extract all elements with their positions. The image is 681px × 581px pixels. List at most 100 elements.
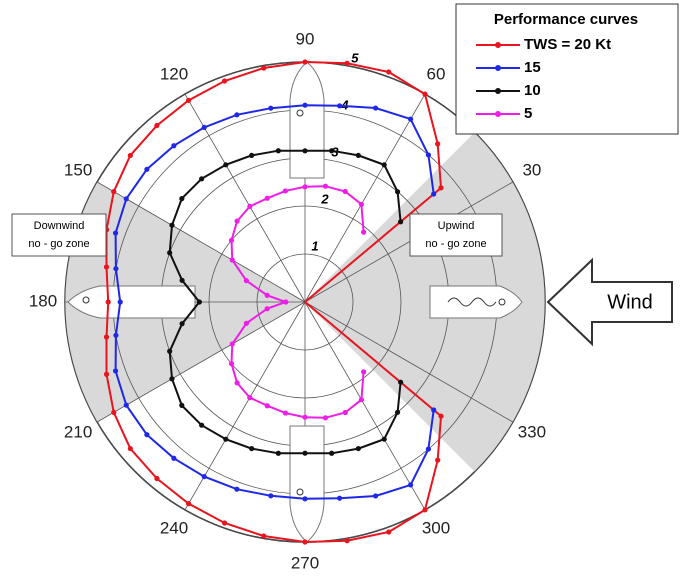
series-point: [408, 116, 413, 121]
series-point: [179, 196, 184, 201]
series-point: [395, 189, 400, 194]
series-point: [186, 98, 191, 103]
series-point: [356, 446, 361, 451]
series-point: [268, 106, 273, 111]
series-point: [199, 176, 204, 181]
boat-right: [430, 286, 522, 318]
series-point: [361, 369, 366, 374]
boat-top: [290, 62, 324, 178]
boat-bottom: [290, 426, 324, 542]
series-point: [124, 403, 129, 408]
series-point: [128, 153, 133, 158]
r-tick-label: 2: [320, 192, 329, 207]
series-point: [111, 189, 116, 194]
series-point: [171, 143, 176, 148]
series-point: [104, 264, 109, 269]
series-point: [408, 482, 413, 487]
r-tick-label: 1: [311, 238, 318, 253]
series-point: [302, 103, 307, 108]
series-point: [438, 185, 443, 190]
series-point: [276, 148, 281, 153]
series-point: [398, 219, 403, 224]
series-point: [169, 376, 174, 381]
series-point: [106, 299, 111, 304]
series-point: [261, 65, 266, 70]
series-point: [197, 299, 202, 304]
theta-tick-label: 240: [160, 518, 188, 537]
series-point: [337, 496, 342, 501]
downwind-note: Downwind no - go zone: [12, 214, 106, 256]
series-point: [124, 196, 129, 201]
series-point: [422, 507, 427, 512]
series-point: [222, 78, 227, 83]
series-point: [234, 112, 239, 117]
series-point: [169, 223, 174, 228]
series-point: [111, 410, 116, 415]
series-point: [359, 397, 364, 402]
series-point: [395, 410, 400, 415]
series-point: [144, 432, 149, 437]
theta-tick-label: 30: [522, 160, 541, 179]
theta-tick-label: 210: [64, 422, 92, 441]
series-point: [154, 476, 159, 481]
series-point: [179, 403, 184, 408]
series-point: [344, 538, 349, 543]
series-point: [329, 451, 334, 456]
series-point: [323, 184, 328, 189]
wind-label: Wind: [607, 291, 653, 313]
theta-tick-label: 90: [296, 29, 315, 48]
theta-tick-label: 300: [422, 518, 450, 537]
boat-left: [68, 286, 195, 318]
series-point: [382, 437, 387, 442]
series-point: [229, 238, 234, 243]
series-point: [435, 141, 440, 146]
theta-tick-label: 60: [427, 65, 446, 84]
legend-title: Performance curves: [494, 11, 638, 28]
series-point: [343, 189, 348, 194]
series-point: [344, 61, 349, 66]
series-point: [235, 219, 240, 224]
series-point: [244, 278, 249, 283]
series-point: [186, 501, 191, 506]
series-point: [247, 204, 252, 209]
series-point: [398, 380, 403, 385]
series-point: [113, 230, 118, 235]
note-text: Downwind: [34, 220, 85, 232]
series-point: [230, 257, 235, 262]
series-point: [337, 103, 342, 108]
series-point: [113, 368, 118, 373]
series-point: [229, 361, 234, 366]
series-point: [128, 446, 133, 451]
series-point: [302, 496, 307, 501]
series-point: [261, 533, 266, 538]
legend-marker: [495, 65, 501, 71]
series-point: [343, 410, 348, 415]
series-point: [302, 184, 307, 189]
series-point: [154, 123, 159, 128]
note-text: no - go zone: [28, 238, 89, 250]
legend-label: 15: [524, 59, 541, 76]
series-point: [438, 414, 443, 419]
series-point: [235, 380, 240, 385]
theta-tick-label: 180: [29, 291, 57, 310]
series-point: [373, 105, 378, 110]
series-point: [179, 321, 184, 326]
theta-tick-label: 330: [518, 422, 546, 441]
series-point: [386, 529, 391, 534]
series-point: [244, 321, 249, 326]
series-point: [359, 202, 364, 207]
legend-marker: [495, 111, 501, 117]
series-point: [382, 162, 387, 167]
series-point: [113, 333, 118, 338]
series-point: [329, 148, 334, 153]
series-point: [386, 69, 391, 74]
series-point: [202, 474, 207, 479]
series-point: [431, 191, 436, 196]
series-point: [265, 293, 270, 298]
note-text: no - go zone: [425, 238, 486, 250]
series-point: [431, 407, 436, 412]
series-point: [144, 167, 149, 172]
series-point: [276, 451, 281, 456]
note-text: Upwind: [438, 220, 475, 232]
